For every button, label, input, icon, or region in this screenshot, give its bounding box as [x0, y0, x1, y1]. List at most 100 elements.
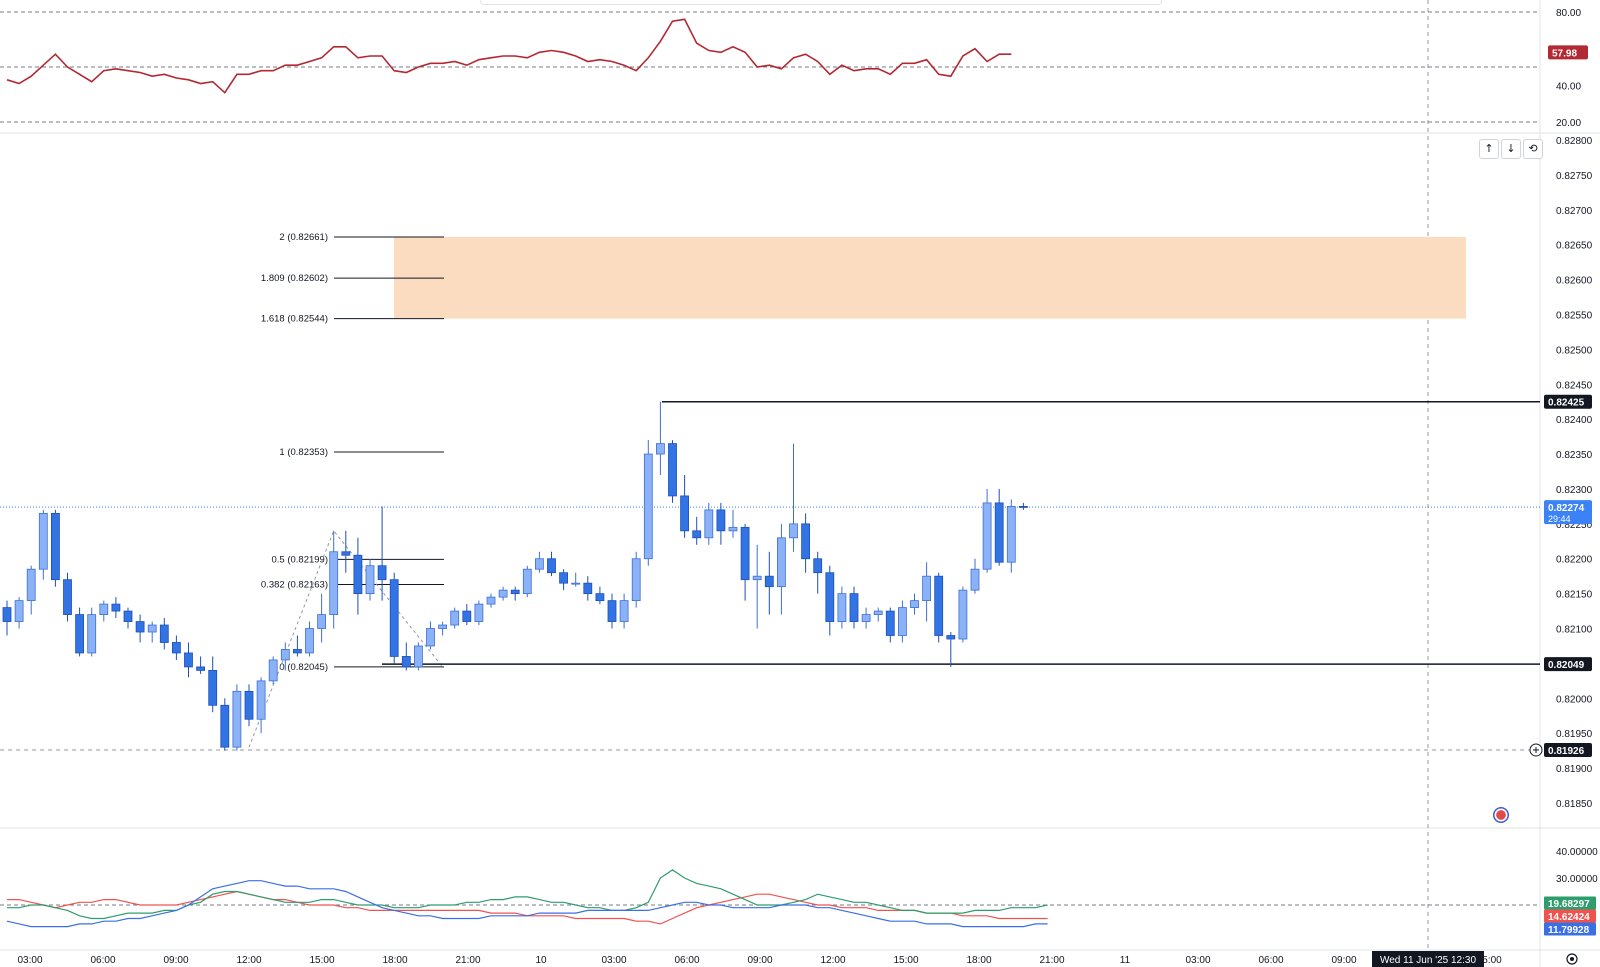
candle-bearish	[764, 575, 774, 588]
di-minus-badge-bg	[1544, 909, 1596, 923]
candle-bearish	[607, 600, 617, 622]
di-plus-line	[7, 869, 1048, 920]
candle-bullish	[922, 575, 931, 602]
candle-bearish	[559, 572, 568, 584]
scroll-down-button[interactable]: ↓	[1501, 139, 1521, 159]
candle-bullish	[450, 610, 460, 626]
dmi-scale-label: 30.00000	[1556, 874, 1598, 885]
candle-bearish	[934, 575, 944, 636]
candle-bearish	[716, 509, 726, 532]
price-scale-label: 0.81950	[1556, 729, 1593, 740]
price-scale-label: 0.82450	[1556, 380, 1593, 391]
candle-bullish	[256, 680, 266, 720]
candle-bearish	[2, 607, 12, 622]
reset-scale-button[interactable]: ⟲	[1523, 139, 1543, 159]
candle-bullish	[777, 537, 786, 588]
price-scale-label: 0.82100	[1556, 625, 1593, 636]
candle-bearish	[510, 589, 520, 595]
candle-bullish	[910, 600, 919, 608]
price-scale-label: 0.82500	[1556, 345, 1593, 356]
crosshair-price-badge-bg	[1544, 742, 1592, 757]
price-scale-label: 0.82550	[1556, 310, 1593, 321]
candle-bullish	[486, 596, 496, 605]
candle-bearish	[595, 593, 605, 602]
fib-level-label: 2 (0.82661)	[279, 232, 328, 243]
candle-bullish	[280, 649, 290, 661]
candle-bullish	[87, 614, 97, 654]
time-axis-label: 15:00	[893, 955, 918, 966]
low-line-price-badge: 0.82049	[1548, 660, 1585, 671]
candle-bullish	[656, 443, 665, 455]
candle-bullish	[365, 565, 375, 595]
candle-bearish	[377, 565, 387, 581]
candle-bullish	[970, 568, 980, 591]
countdown-badge: 29:44	[1548, 514, 1571, 524]
candle-bullish	[619, 600, 629, 622]
candle-bullish	[305, 628, 314, 654]
candle-bearish	[208, 670, 218, 706]
candle-bearish	[885, 610, 895, 636]
candle-bearish	[353, 554, 363, 595]
candle-bullish	[438, 624, 448, 629]
time-axis-label: 18:00	[966, 955, 991, 966]
price-scale-label: 0.82150	[1556, 590, 1593, 601]
price-scale-label: 0.82200	[1556, 555, 1593, 566]
time-axis-label: 06:00	[90, 955, 115, 966]
settings-gear-icon-core	[1570, 957, 1574, 961]
time-axis-label: 09:00	[1331, 955, 1356, 966]
scroll-up-button[interactable]: ↑	[1479, 139, 1499, 159]
time-axis-label: 06:00	[1258, 955, 1283, 966]
time-axis-label: 18:00	[382, 955, 407, 966]
candle-bearish	[668, 443, 677, 497]
candle-bearish	[111, 603, 121, 612]
candle-bearish	[123, 610, 133, 622]
candle-bullish	[571, 582, 581, 585]
price-scale-label: 0.82000	[1556, 694, 1593, 705]
time-axis-label: 15:00	[309, 955, 334, 966]
candle-bullish	[38, 512, 48, 570]
candle-bearish	[135, 621, 145, 633]
time-axis-label: 21:00	[455, 955, 480, 966]
candle-bullish	[522, 568, 532, 595]
candle-bullish	[232, 690, 242, 748]
candle-bearish	[740, 526, 750, 581]
candle-bullish	[704, 509, 714, 539]
candle-bullish	[837, 593, 847, 622]
fib-anchor-line	[248, 529, 443, 748]
time-axis-label: 03:00	[1185, 955, 1210, 966]
time-axis-label: 11	[1120, 955, 1131, 966]
candle-bullish	[498, 589, 508, 598]
time-axis-label: 12:00	[820, 955, 845, 966]
candle-bullish	[474, 603, 484, 622]
di-plus-badge: 19.68297	[1548, 899, 1590, 910]
crosshair-time-badge-bg	[1372, 951, 1484, 967]
candle-bullish	[789, 523, 798, 539]
candle-bearish	[946, 635, 956, 640]
candle-bullish	[728, 526, 738, 532]
time-axis-label: 09:00	[747, 955, 772, 966]
candle-bullish	[268, 659, 278, 682]
time-axis-label: 12:00	[236, 955, 261, 966]
price-scale-label: 0.82300	[1556, 485, 1593, 496]
candle-bearish	[159, 624, 169, 643]
di-minus-badge: 14.62424	[1548, 912, 1590, 923]
time-axis-label: 06:00	[674, 955, 699, 966]
crosshair-time-badge: Wed 11 Jun '25 12:30	[1380, 955, 1476, 966]
candle-bearish	[680, 495, 689, 532]
fib-level-label: 0.5 (0.82199)	[271, 554, 328, 565]
us-flag-icon[interactable]	[1493, 807, 1509, 823]
candle-bearish	[849, 593, 859, 622]
rsi-value-text: 57.98	[1552, 48, 1577, 59]
price-scale-label: 0.81850	[1556, 799, 1593, 810]
time-axis-label: 09:00	[163, 955, 188, 966]
fib-level-label: 1.809 (0.82602)	[261, 273, 328, 284]
low-line-price-badge-bg	[1544, 657, 1592, 672]
candle-bullish	[643, 453, 653, 560]
price-pane: 0.82800 0.82750 0.82700 0.82650 0.82600 0.825…	[0, 136, 1593, 810]
price-scale-label: 0.82750	[1556, 171, 1593, 182]
adx-badge: 11.79928	[1548, 925, 1590, 936]
candle-bearish	[462, 610, 472, 622]
candle-bearish	[196, 666, 206, 671]
